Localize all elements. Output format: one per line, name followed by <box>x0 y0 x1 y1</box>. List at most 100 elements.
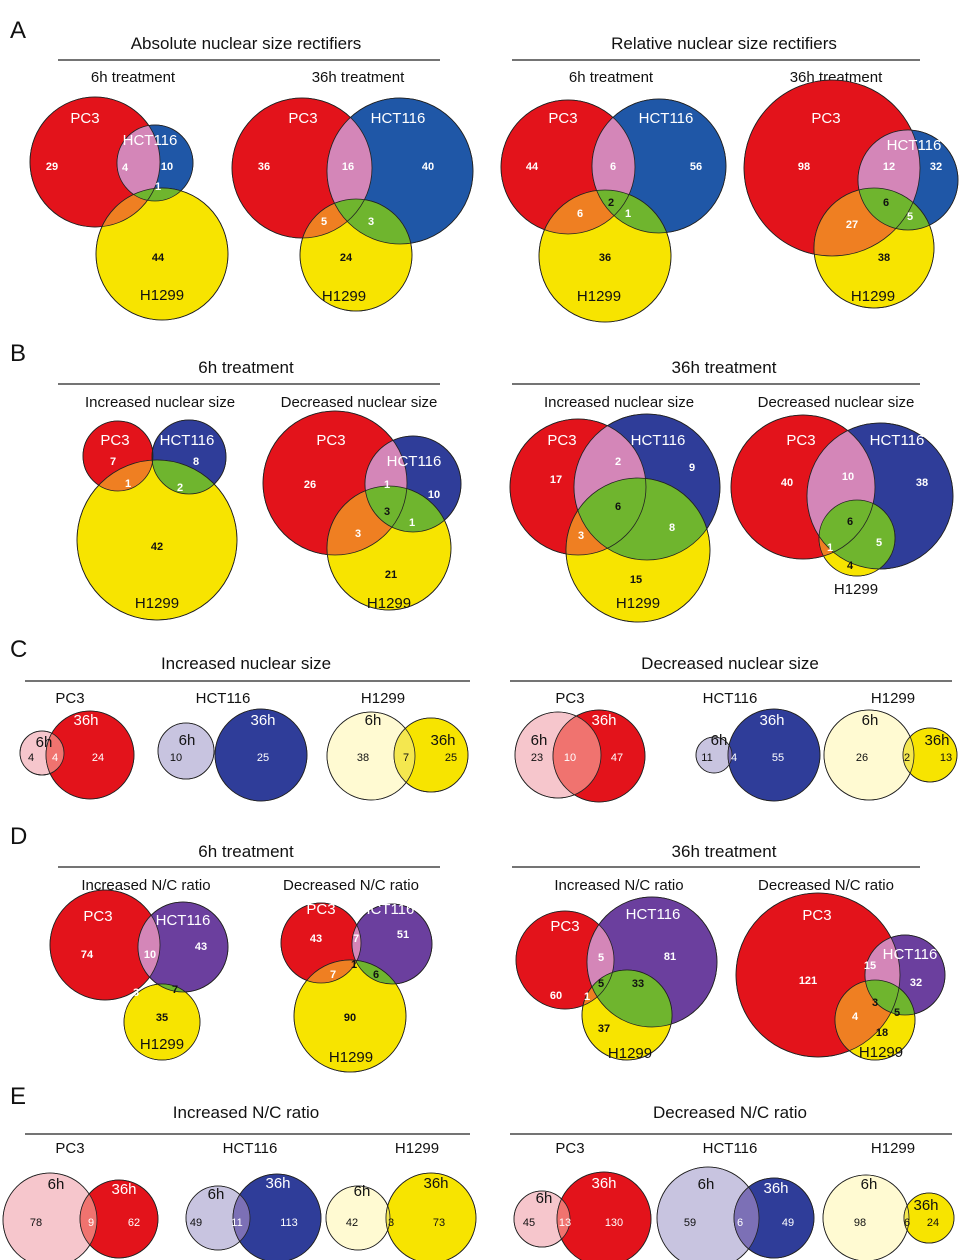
count-label: 3 <box>368 216 374 228</box>
count-label: 1 <box>584 991 590 1003</box>
count-label: 62 <box>128 1217 140 1229</box>
circle-outline <box>818 499 896 577</box>
count-label: 73 <box>433 1217 445 1229</box>
count-label: 43 <box>195 941 207 953</box>
count-label: 18 <box>876 1027 888 1039</box>
circle-outline <box>151 419 227 495</box>
count-label: 10 <box>170 752 182 764</box>
circle-outline <box>903 1192 955 1244</box>
venn-subtitle: Decreased N/C ratio <box>283 877 419 894</box>
circle-outline <box>45 710 135 800</box>
count-label: 38 <box>916 477 928 489</box>
count-label: 4 <box>847 560 854 572</box>
count-label: 3 <box>133 987 139 999</box>
section-title: 6h treatment <box>198 842 294 861</box>
count-label: 4 <box>52 752 58 764</box>
6h-label: 6h <box>531 732 548 749</box>
6h-label: 6h <box>698 1176 715 1193</box>
cell-line-label: H1299 <box>395 1140 439 1157</box>
6h-label: 6h <box>365 712 382 729</box>
cell-line-label: PC3 <box>555 1140 584 1157</box>
circle-outline <box>76 459 238 621</box>
6h-label: 6h <box>208 1186 225 1203</box>
circle-outline <box>581 969 673 1061</box>
venn-subtitle: Increased nuclear size <box>544 394 694 411</box>
count-label: 130 <box>605 1217 623 1229</box>
pc3-label: PC3 <box>786 432 815 449</box>
count-label: 6 <box>904 1217 910 1229</box>
count-label: 36 <box>599 252 611 264</box>
count-label: 21 <box>385 569 397 581</box>
count-label: 5 <box>598 952 604 964</box>
count-label: 2 <box>608 197 614 209</box>
count-label: 26 <box>304 479 316 491</box>
panel-letter: E <box>10 1083 26 1110</box>
circle-outline <box>656 1166 760 1260</box>
h1299-label: H1299 <box>140 287 184 304</box>
6h-label: 6h <box>861 1176 878 1193</box>
36h-label: 36h <box>423 1175 448 1192</box>
circle-outline <box>231 97 373 239</box>
count-label: 98 <box>798 161 810 173</box>
pc3-label: PC3 <box>802 907 831 924</box>
venn-subtitle: Increased N/C ratio <box>81 877 210 894</box>
count-label: 10 <box>428 489 440 501</box>
circle-outline <box>514 711 602 799</box>
count-label: 6 <box>577 208 583 220</box>
count-label: 8 <box>669 522 675 534</box>
pc3-label: PC3 <box>316 432 345 449</box>
pc3-h1299-overlap <box>539 190 635 234</box>
count-label: 23 <box>531 752 543 764</box>
pc3-label: PC3 <box>547 432 576 449</box>
count-label: 17 <box>550 474 562 486</box>
hct116-label: HCT116 <box>123 132 178 149</box>
36h-label: 36h <box>265 1175 290 1192</box>
h1299-label: H1299 <box>851 288 895 305</box>
count-label: 2 <box>177 482 183 494</box>
36h-label: 36h <box>591 1175 616 1192</box>
count-label: 2 <box>904 752 910 764</box>
count-label: 25 <box>257 752 269 764</box>
circle-outline <box>902 727 958 783</box>
count-label: 12 <box>883 161 895 173</box>
hct116-label: HCT116 <box>371 110 426 127</box>
count-label: 15 <box>864 960 876 972</box>
count-label: 42 <box>346 1217 358 1229</box>
venn-subtitle: Increased N/C ratio <box>554 877 683 894</box>
count-label: 7 <box>403 752 409 764</box>
circle-outline <box>552 709 646 803</box>
circle-outline <box>79 1179 159 1259</box>
36h-label: 36h <box>430 732 455 749</box>
count-label: 38 <box>357 752 369 764</box>
36h-label: 36h <box>111 1181 136 1198</box>
panel-letter: B <box>10 340 26 367</box>
count-label: 10 <box>842 471 854 483</box>
cell-line-label: H1299 <box>871 1140 915 1157</box>
count-label: 27 <box>846 219 858 231</box>
36h-label: 36h <box>591 712 616 729</box>
count-label: 25 <box>445 752 457 764</box>
venn-subtitle: Decreased nuclear size <box>758 394 915 411</box>
count-label: 37 <box>598 1023 610 1035</box>
count-label: 49 <box>190 1217 202 1229</box>
count-label: 13 <box>940 752 952 764</box>
count-label: 55 <box>772 752 784 764</box>
count-label: 5 <box>321 216 327 228</box>
count-label: 44 <box>526 161 539 173</box>
count-label: 32 <box>930 161 942 173</box>
count-label: 7 <box>172 984 178 996</box>
circle-outline <box>2 1172 98 1260</box>
circle-outline <box>591 98 727 234</box>
circle-outline <box>586 896 718 1028</box>
count-label: 24 <box>92 752 104 764</box>
cell-line-label: HCT116 <box>703 690 758 707</box>
circle-outline <box>325 1185 391 1251</box>
36h-label: 36h <box>73 712 98 729</box>
circle-outline <box>326 485 452 611</box>
circle-outline <box>857 129 959 231</box>
venn-subtitle: Decreased nuclear size <box>281 394 438 411</box>
circle-outline <box>735 892 901 1058</box>
circle-outline <box>326 711 416 801</box>
count-label: 15 <box>630 574 642 586</box>
count-label: 6 <box>615 501 621 513</box>
